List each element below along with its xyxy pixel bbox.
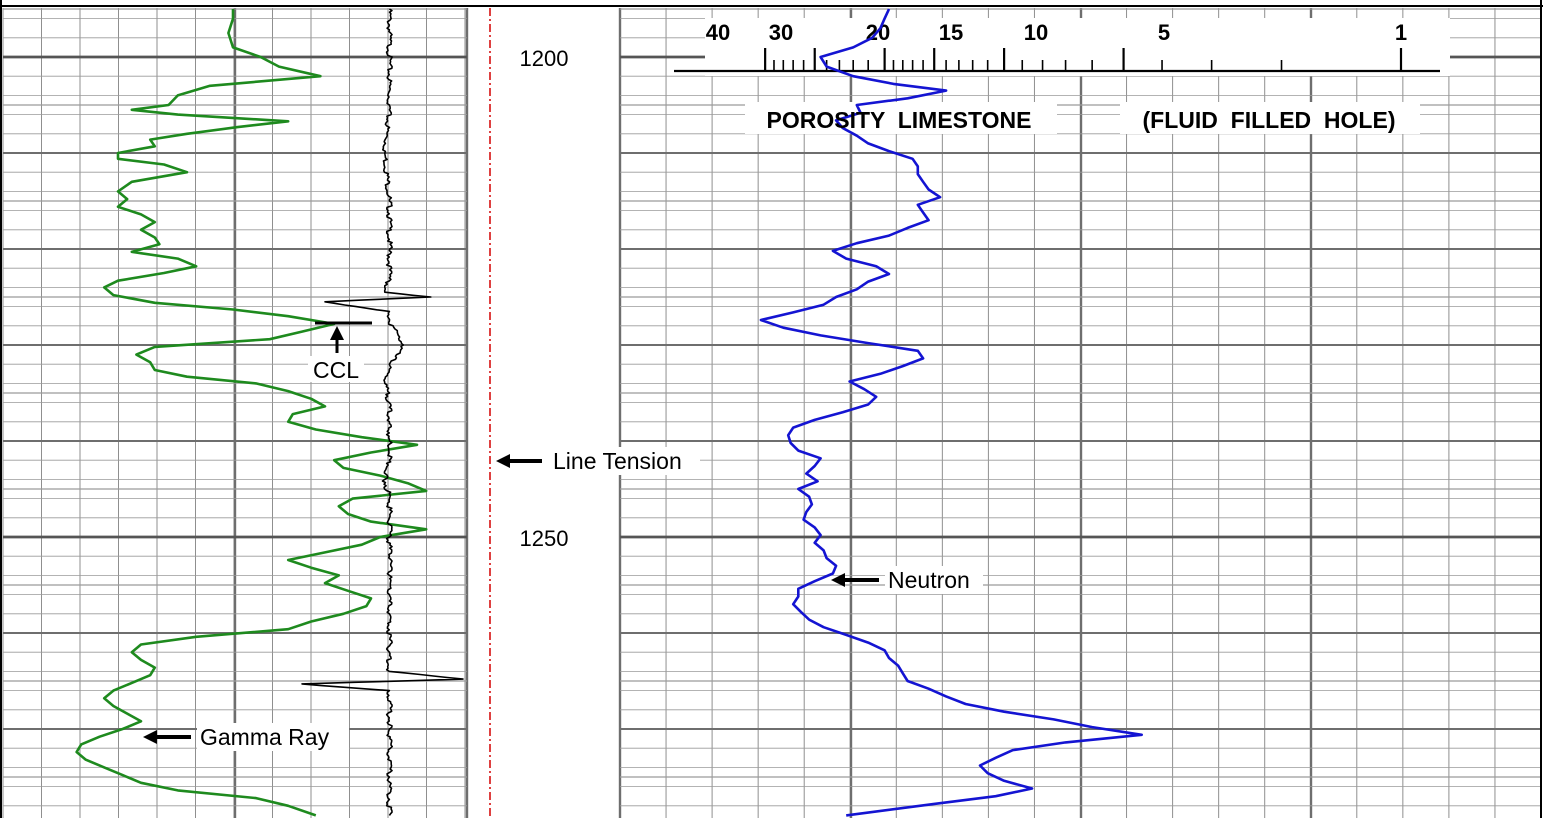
- line-tension-arrow-icon: [496, 454, 510, 468]
- gamma-ray-arrow-icon: [143, 730, 157, 744]
- porosity-title-background: [745, 102, 1057, 134]
- depth-label-1200: 1200: [520, 46, 569, 71]
- porosity-scale-note: (FLUID FILLED HOLE): [1143, 107, 1396, 133]
- porosity-tick-label-1: 1: [1395, 20, 1407, 45]
- porosity-scale-background: [705, 18, 1450, 76]
- annotation-line-tension: Line Tension: [496, 447, 700, 475]
- ccl-label: CCL: [313, 357, 359, 383]
- line-tension-label-background: [550, 447, 700, 475]
- line-tension-label: Line Tension: [553, 448, 682, 474]
- gamma-ray-label: Gamma Ray: [200, 724, 330, 750]
- porosity-tick-label-40: 40: [706, 20, 730, 45]
- ccl-label-background: [308, 356, 364, 382]
- porosity-tick-label-15: 15: [939, 20, 963, 45]
- gamma-ray-label-background: [197, 723, 349, 751]
- neutron-label-background: [885, 566, 983, 594]
- neutron-curve: [759, 8, 1143, 817]
- porosity-scale-ticks: [764, 48, 1403, 71]
- neutron-arrow-icon: [831, 573, 845, 587]
- porosity-tick-label-5: 5: [1158, 20, 1170, 45]
- porosity-tick-label-30: 30: [769, 20, 793, 45]
- porosity-scale: 40 30 20 15 10 5 1: [674, 18, 1450, 76]
- gamma-ray-curve: [75, 9, 428, 817]
- annotation-gamma-ray: Gamma Ray: [143, 723, 349, 751]
- annotation-ccl: CCL: [308, 321, 372, 383]
- porosity-scale-title: POROSITY LIMESTONE: [767, 107, 1032, 133]
- ccl-arrow-icon: [330, 326, 344, 340]
- ccl-curve: [301, 8, 464, 816]
- neutron-label: Neutron: [888, 567, 970, 593]
- depth-label-1250: 1250: [520, 526, 569, 551]
- annotation-neutron: Neutron: [831, 566, 983, 594]
- porosity-note-background: [1120, 102, 1420, 134]
- porosity-tick-label-10: 10: [1024, 20, 1048, 45]
